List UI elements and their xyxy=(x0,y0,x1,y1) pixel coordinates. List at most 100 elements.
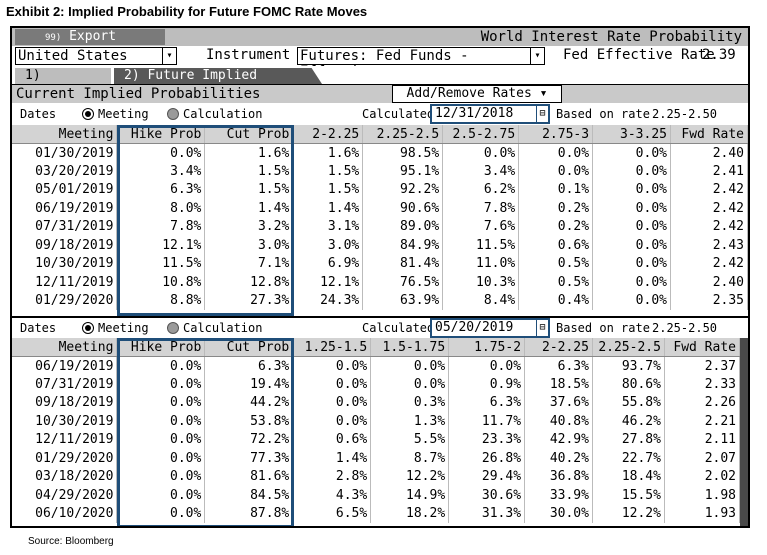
vertical-scrollbar[interactable] xyxy=(740,338,748,526)
column-header[interactable]: 2-2.25 xyxy=(524,338,593,357)
table-row[interactable]: 03/20/2019 3.4% 1.5% 1.5% 95.1% 3.4% 0.0% 0.0% 2… xyxy=(12,162,748,181)
table-cell: 2.8% xyxy=(292,467,372,486)
column-header[interactable]: Hike Prob xyxy=(116,338,206,357)
table-cell: 0.0% xyxy=(116,412,206,431)
table-cell: 0.0% xyxy=(592,180,671,199)
table-cell: 0.6% xyxy=(518,236,594,255)
table-cell: 40.2% xyxy=(524,449,593,468)
calculation-radio[interactable]: Calculation xyxy=(167,105,262,123)
table-row[interactable]: 01/29/2020 0.0% 77.3% 1.4% 8.7% 26.8% 40.2% 22.… xyxy=(12,449,741,468)
table-cell: 3.4% xyxy=(442,162,520,181)
column-header[interactable]: Fwd Rate xyxy=(664,338,741,357)
table-cell: 3.1% xyxy=(292,217,364,236)
meeting-radio[interactable]: Meeting xyxy=(82,319,149,337)
table-cell: 0.0% xyxy=(518,143,594,162)
table-cell: 1.5% xyxy=(204,180,294,199)
table-cell: 6.3% xyxy=(524,356,593,375)
table-row[interactable]: 12/11/2019 0.0% 72.2% 0.6% 5.5% 23.3% 42.9% 27.… xyxy=(12,430,741,449)
calendar-icon[interactable]: ⊟ xyxy=(536,106,548,122)
panel2-table: Meeting Hike Prob Cut Prob 1.25-1.5 1.5-1.75… xyxy=(12,338,741,523)
table-cell: 0.0% xyxy=(116,375,206,394)
table-row[interactable]: 06/10/2020 0.0% 87.8% 6.5% 18.2% 31.3% 30.0% 12… xyxy=(12,504,741,523)
table-cell: 30.6% xyxy=(448,486,526,505)
calculation-radio[interactable]: Calculation xyxy=(167,319,262,337)
column-header[interactable]: Cut Prob xyxy=(204,338,294,357)
table-row[interactable]: 09/18/2019 12.1% 3.0% 3.0% 84.9% 11.5% 0.6% 0.0… xyxy=(12,236,748,255)
table-row[interactable]: 04/29/2020 0.0% 84.5% 4.3% 14.9% 30.6% 33.9% 15… xyxy=(12,486,741,505)
table-row[interactable]: 03/18/2020 0.0% 81.6% 2.8% 12.2% 29.4% 36.8% 18… xyxy=(12,467,741,486)
country-select[interactable]: United States ▾ xyxy=(15,47,177,65)
table-cell: 1.4% xyxy=(204,199,294,218)
calculated-date-input[interactable]: 12/31/2018 ⊟ xyxy=(430,104,550,124)
table-header-row: Meeting Hike Prob Cut Prob 2-2.25 2.25-2.5 2.… xyxy=(12,125,748,144)
table-cell: 2.41 xyxy=(670,162,748,181)
table-cell: 0.0% xyxy=(292,375,372,394)
table-cell: 6.9% xyxy=(292,254,364,273)
table-cell: 18.4% xyxy=(592,467,665,486)
table-cell: 2.40 xyxy=(670,143,748,162)
table-cell: 0.0% xyxy=(370,356,450,375)
table-cell: 7.8% xyxy=(442,199,520,218)
column-header[interactable]: 3-3.25 xyxy=(592,125,671,144)
table-row[interactable]: 01/29/2020 8.8% 27.3% 24.3% 63.9% 8.4% 0.4% 0.0… xyxy=(12,291,748,310)
table-row[interactable]: 10/30/2019 11.5% 7.1% 6.9% 81.4% 11.0% 0.5% 0.0… xyxy=(12,254,748,273)
table-cell: 98.5% xyxy=(362,143,444,162)
panel-divider xyxy=(12,316,748,318)
radio-selected-icon xyxy=(82,322,94,334)
table-cell: 12.2% xyxy=(592,504,665,523)
column-header[interactable]: 2-2.25 xyxy=(292,125,364,144)
table-cell: 6.2% xyxy=(442,180,520,199)
fed-rate-label: Fed Effective Rate xyxy=(563,47,715,63)
column-header[interactable]: Cut Prob xyxy=(204,125,294,144)
table-row[interactable]: 07/31/2019 0.0% 19.4% 0.0% 0.0% 0.9% 18.5% 80.6… xyxy=(12,375,741,394)
table-row[interactable]: 10/30/2019 0.0% 53.8% 0.0% 1.3% 11.7% 40.8% 46.… xyxy=(12,412,741,431)
table-row[interactable]: 01/30/2019 0.0% 1.6% 1.6% 98.5% 0.0% 0.0% 0.0% 2… xyxy=(12,143,748,162)
window-title: World Interest Rate Probability xyxy=(480,29,742,45)
column-header[interactable]: Meeting xyxy=(12,338,118,357)
table-row[interactable]: 06/19/2019 0.0% 6.3% 0.0% 0.0% 0.0% 6.3% 93.7% 2… xyxy=(12,356,741,375)
table-cell: 76.5% xyxy=(362,273,444,292)
section-title: Current Implied Probabilities xyxy=(16,86,261,102)
meeting-radio-label: Meeting xyxy=(98,321,149,335)
calculated-date-input[interactable]: 05/20/2019 ⊟ xyxy=(430,318,550,338)
table-cell: 29.4% xyxy=(448,467,526,486)
table-cell: 7.1% xyxy=(204,254,294,273)
table-cell: 2.42 xyxy=(670,199,748,218)
calendar-icon[interactable]: ⊟ xyxy=(536,320,548,336)
table-cell: 2.26 xyxy=(664,393,741,412)
table-cell: 18.2% xyxy=(370,504,450,523)
table-row[interactable]: 12/11/2019 10.8% 12.8% 12.1% 76.5% 10.3% 0.5% 0… xyxy=(12,273,748,292)
column-header[interactable]: 2.25-2.5 xyxy=(362,125,444,144)
table-row[interactable]: 09/18/2019 0.0% 44.2% 0.0% 0.3% 6.3% 37.6% 55.8… xyxy=(12,393,741,412)
section-header: Current Implied Probabilities Add/Remove… xyxy=(12,84,748,103)
column-header[interactable]: Meeting xyxy=(12,125,118,144)
chevron-down-icon: ▾ xyxy=(539,86,548,101)
instrument-select[interactable]: Futures: Fed Funds - Effective ▾ xyxy=(297,47,545,80)
add-remove-rates-button[interactable]: Add/Remove Rates ▾ xyxy=(392,85,562,103)
column-header[interactable]: 1.25-1.5 xyxy=(292,338,372,357)
column-header[interactable]: Hike Prob xyxy=(116,125,206,144)
meeting-date-cell: 06/19/2019 xyxy=(12,199,118,218)
table-cell: 40.8% xyxy=(524,412,593,431)
tab-future-implied-probability[interactable]: 2) Future Implied Probability xyxy=(114,68,322,84)
meeting-date-cell: 04/29/2020 xyxy=(12,486,118,505)
table-row[interactable]: 06/19/2019 8.0% 1.4% 1.4% 90.6% 7.8% 0.2% 0.0% 2… xyxy=(12,199,748,218)
column-header[interactable]: 1.75-2 xyxy=(448,338,526,357)
table-cell: 7.8% xyxy=(116,217,206,236)
table-row[interactable]: 07/31/2019 7.8% 3.2% 3.1% 89.0% 7.6% 0.2% 0.0% 2… xyxy=(12,217,748,236)
export-button[interactable]: 99) Export xyxy=(15,29,165,45)
tab-bar: 1) Overview 2) Future Implied Probabilit… xyxy=(12,66,748,99)
column-header[interactable]: 2.5-2.75 xyxy=(442,125,520,144)
column-header[interactable]: Fwd Rate xyxy=(670,125,748,144)
tab-overview[interactable]: 1) Overview xyxy=(15,68,111,99)
column-header[interactable]: 2.75-3 xyxy=(518,125,594,144)
column-header[interactable]: 2.25-2.5 xyxy=(592,338,665,357)
table-cell: 0.0% xyxy=(518,162,594,181)
radio-unselected-icon xyxy=(167,322,179,334)
column-header[interactable]: 1.5-1.75 xyxy=(370,338,450,357)
meeting-radio[interactable]: Meeting xyxy=(82,105,149,123)
table-cell: 0.0% xyxy=(448,356,526,375)
table-cell: 33.9% xyxy=(524,486,593,505)
table-row[interactable]: 05/01/2019 6.3% 1.5% 1.5% 92.2% 6.2% 0.1% 0.0% 2… xyxy=(12,180,748,199)
table-cell: 5.5% xyxy=(370,430,450,449)
